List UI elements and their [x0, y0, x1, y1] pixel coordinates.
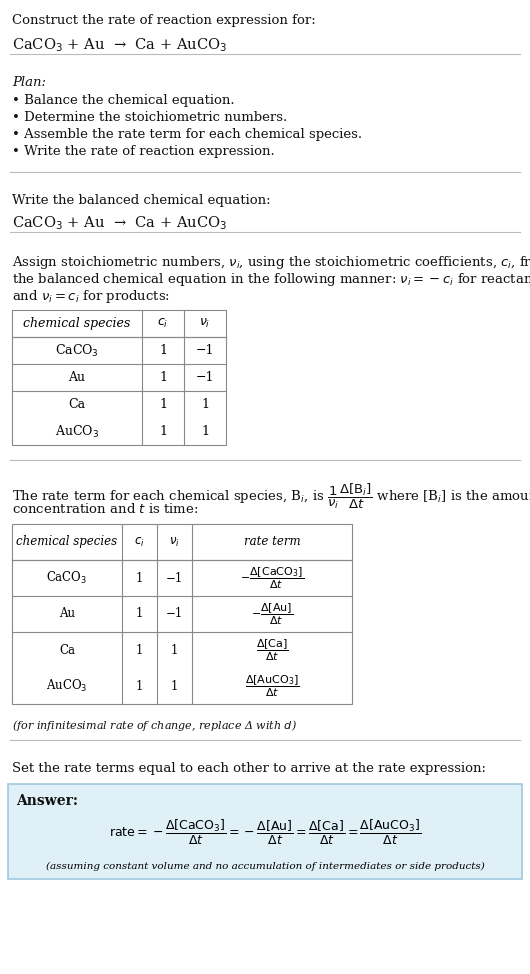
Text: 1: 1: [159, 425, 167, 438]
Text: the balanced chemical equation in the following manner: $\nu_i = -c_i$ for react: the balanced chemical equation in the fo…: [12, 271, 530, 288]
Text: −1: −1: [196, 344, 214, 357]
Text: $\nu_i$: $\nu_i$: [199, 317, 211, 330]
Text: $\mathrm{rate} = -\dfrac{\Delta[\mathrm{CaCO_3}]}{\Delta t} = -\dfrac{\Delta[\ma: $\mathrm{rate} = -\dfrac{\Delta[\mathrm{…: [109, 817, 421, 846]
Text: $c_i$: $c_i$: [134, 536, 145, 548]
Text: 1: 1: [136, 644, 143, 656]
Text: 1: 1: [159, 398, 167, 411]
Text: The rate term for each chemical species, B$_i$, is $\dfrac{1}{\nu_i}\dfrac{\Delt: The rate term for each chemical species,…: [12, 482, 530, 511]
Text: 1: 1: [159, 371, 167, 384]
Text: (for infinitesimal rate of change, replace Δ with $d$): (for infinitesimal rate of change, repla…: [12, 718, 297, 733]
FancyBboxPatch shape: [8, 784, 522, 879]
Text: Ca: Ca: [68, 398, 85, 411]
Text: $-\dfrac{\Delta[\mathrm{CaCO_3}]}{\Delta t}$: $-\dfrac{\Delta[\mathrm{CaCO_3}]}{\Delta…: [240, 565, 304, 591]
Text: $c_i$: $c_i$: [157, 317, 169, 330]
Text: concentration and $t$ is time:: concentration and $t$ is time:: [12, 502, 198, 516]
Text: 1: 1: [171, 680, 178, 693]
Text: • Assemble the rate term for each chemical species.: • Assemble the rate term for each chemic…: [12, 128, 362, 141]
Text: −1: −1: [166, 572, 183, 584]
Text: CaCO$_3$ + Au  →  Ca + AuCO$_3$: CaCO$_3$ + Au → Ca + AuCO$_3$: [12, 214, 227, 232]
Text: Write the balanced chemical equation:: Write the balanced chemical equation:: [12, 194, 271, 207]
Text: • Determine the stoichiometric numbers.: • Determine the stoichiometric numbers.: [12, 111, 287, 124]
Text: CaCO$_3$ + Au  →  Ca + AuCO$_3$: CaCO$_3$ + Au → Ca + AuCO$_3$: [12, 36, 227, 54]
Text: 1: 1: [201, 398, 209, 411]
Text: CaCO$_3$: CaCO$_3$: [55, 343, 99, 358]
Text: 1: 1: [136, 680, 143, 693]
Text: $-\dfrac{\Delta[\mathrm{Au}]}{\Delta t}$: $-\dfrac{\Delta[\mathrm{Au}]}{\Delta t}$: [251, 601, 293, 626]
Text: Au: Au: [68, 371, 85, 384]
Text: −1: −1: [166, 608, 183, 620]
Text: Ca: Ca: [59, 644, 75, 656]
Text: $\dfrac{\Delta[\mathrm{AuCO_3}]}{\Delta t}$: $\dfrac{\Delta[\mathrm{AuCO_3}]}{\Delta …: [244, 673, 299, 698]
Text: Construct the rate of reaction expression for:: Construct the rate of reaction expressio…: [12, 14, 316, 27]
Text: AuCO$_3$: AuCO$_3$: [55, 424, 99, 439]
Text: and $\nu_i = c_i$ for products:: and $\nu_i = c_i$ for products:: [12, 288, 170, 305]
Text: • Write the rate of reaction expression.: • Write the rate of reaction expression.: [12, 145, 275, 158]
Text: • Balance the chemical equation.: • Balance the chemical equation.: [12, 94, 235, 107]
Text: $\nu_i$: $\nu_i$: [169, 536, 180, 548]
Text: Answer:: Answer:: [16, 794, 78, 808]
Text: Plan:: Plan:: [12, 76, 46, 89]
Bar: [12, 310, 226, 445]
Text: AuCO$_3$: AuCO$_3$: [46, 678, 87, 694]
Text: $\dfrac{\Delta[\mathrm{Ca}]}{\Delta t}$: $\dfrac{\Delta[\mathrm{Ca}]}{\Delta t}$: [255, 637, 288, 662]
Text: chemical species: chemical species: [16, 536, 118, 548]
Text: Set the rate terms equal to each other to arrive at the rate expression:: Set the rate terms equal to each other t…: [12, 762, 486, 775]
Text: 1: 1: [136, 608, 143, 620]
Text: 1: 1: [136, 572, 143, 584]
Text: chemical species: chemical species: [23, 317, 130, 330]
Text: 1: 1: [201, 425, 209, 438]
Text: (assuming constant volume and no accumulation of intermediates or side products): (assuming constant volume and no accumul…: [46, 861, 484, 871]
Text: −1: −1: [196, 371, 214, 384]
Bar: [12, 524, 352, 704]
Text: Au: Au: [59, 608, 75, 620]
Text: 1: 1: [171, 644, 178, 656]
Text: 1: 1: [159, 344, 167, 357]
Text: CaCO$_3$: CaCO$_3$: [46, 570, 87, 586]
Text: rate term: rate term: [244, 536, 301, 548]
Text: Assign stoichiometric numbers, $\nu_i$, using the stoichiometric coefficients, $: Assign stoichiometric numbers, $\nu_i$, …: [12, 254, 530, 271]
